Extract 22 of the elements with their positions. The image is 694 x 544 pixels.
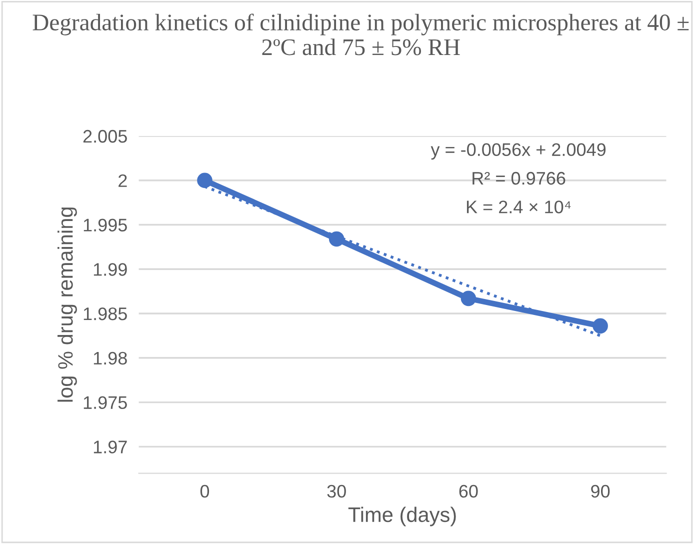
y-tick-label: 2 <box>118 174 127 187</box>
x-tick-label: 30 <box>327 484 346 498</box>
y-axis-title: log % drug remaining <box>58 208 77 402</box>
annotation: K = 2.4 × 10⁴ <box>466 200 571 214</box>
point <box>460 290 476 306</box>
x-tick-label: 90 <box>591 484 610 498</box>
point <box>197 172 212 188</box>
y-tick-label: 2.005 <box>83 130 127 143</box>
x-tick-label: 60 <box>459 484 478 498</box>
y-tick-label: 1.98 <box>94 352 127 365</box>
y-tick-label: 1.985 <box>84 307 127 320</box>
y-tick-label: 1.975 <box>84 396 127 409</box>
x-axis-title: Time (days) <box>348 506 456 526</box>
annotation: R² = 0.9766 <box>472 172 566 185</box>
y-tick-label: 1.99 <box>94 263 127 276</box>
x-tick-label: 0 <box>200 484 210 498</box>
y-tick-label: 1.995 <box>84 218 127 232</box>
chart-title: Degradation kinetics of cilnidipine in polymeric microspheres at 40 ± 2ºC and 75 ± 5% RH <box>32 14 689 56</box>
annotation: y = -0.0056x + 2.0049 <box>430 143 606 160</box>
y-tick-label: 1.97 <box>94 440 127 454</box>
point <box>592 318 608 334</box>
point <box>328 231 344 247</box>
